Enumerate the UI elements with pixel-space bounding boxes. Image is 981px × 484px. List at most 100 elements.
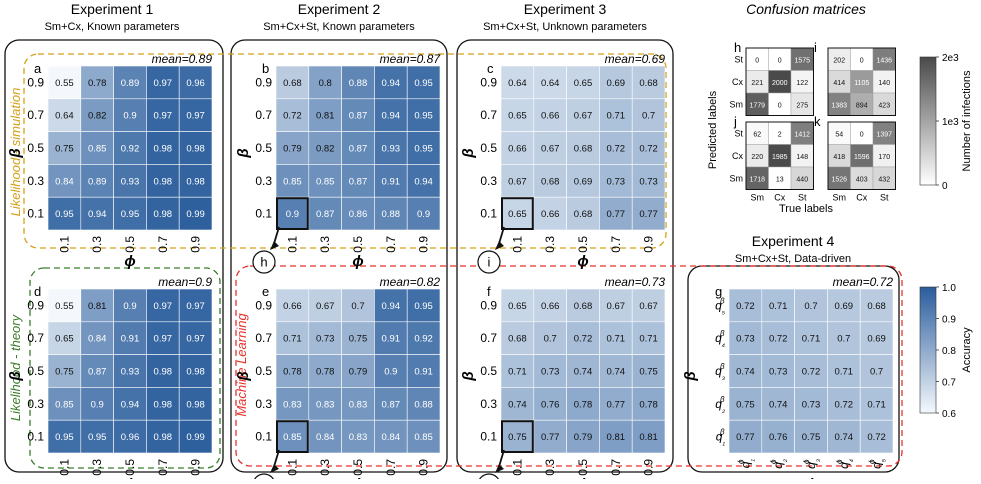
heat-cell-label: 0.77 [736, 432, 755, 443]
heat-cell-label: 0.64 [508, 78, 527, 89]
confusion-cell-label: 1718 [749, 176, 765, 183]
heat-cell-label: 0.73 [639, 176, 658, 187]
exp1-subtitle: Sm+Cx, Known parameters [45, 21, 180, 33]
heat-cell [113, 354, 147, 388]
y-tick-sup: β [719, 395, 725, 404]
heat-cell [374, 288, 408, 323]
confusion-row-label: Cx [732, 151, 743, 161]
heat-cell [631, 419, 666, 454]
panel-letter-h: h [734, 40, 741, 55]
mean-label-a: mean=0.89 [152, 52, 213, 66]
heat-cell-label: 0.69 [835, 301, 854, 312]
confusion-frame [827, 47, 896, 116]
heat-cell [859, 419, 894, 454]
heat-cell [47, 321, 82, 355]
heat-cell-label: 0.8 [319, 78, 332, 89]
heat-cell-label: 0.85 [55, 399, 74, 410]
confusion-cell-label: 0 [755, 57, 759, 64]
x-tick-label: 0.9 [417, 459, 431, 476]
confusion-frame [745, 47, 814, 116]
confusion-col-label: St [880, 193, 889, 203]
confusion-cell-label: 140 [878, 80, 890, 87]
exp3-title: Experiment 3 [524, 1, 607, 17]
x-tick-sup: ϕ [769, 459, 778, 464]
callout-arrowhead [495, 241, 504, 250]
heat-cell-label: 0.91 [414, 367, 433, 378]
confusion-cell-label: 1105 [854, 80, 869, 87]
y-tick-label: 0.7 [480, 331, 497, 345]
confusion-cell-label: 440 [796, 176, 808, 183]
heat-cell [859, 354, 894, 388]
highlight-cell [501, 197, 534, 230]
heat-cell [308, 98, 342, 132]
x-tick-sup: ϕ [868, 459, 877, 464]
colorbar-accuracy-ticks: 1.0 0.9 0.8 0.7 0.6 [936, 283, 956, 420]
heat-cell [631, 196, 666, 231]
heat-cell [308, 65, 342, 100]
heat-cell [275, 387, 310, 421]
heat-cell [500, 65, 535, 100]
heat-cell-label: 0.65 [508, 209, 527, 220]
heat-cell-label: 0.88 [414, 399, 433, 410]
heat-cell [631, 98, 666, 132]
heat-cell [308, 131, 342, 165]
heat-cell-label: 0.94 [414, 176, 433, 187]
heat-cell [341, 387, 375, 421]
heat-cell-label: 0.87 [382, 399, 401, 410]
heat-cell [275, 288, 310, 323]
heat-cell [47, 131, 82, 165]
heat-cell-label: 0.97 [186, 334, 205, 345]
heat-cell [146, 288, 180, 323]
y-tick-sub: ₄ [722, 339, 725, 348]
heat-cell [341, 98, 375, 132]
heat-cell-label: 0.94 [88, 209, 107, 220]
heat-cell-label: 0.9 [123, 301, 136, 312]
confusion-cell-label: 0 [778, 102, 782, 109]
heat-cell-label: 0.99 [186, 432, 205, 443]
x-tick-label: 0.1 [285, 236, 299, 253]
callout-letter: h [260, 255, 267, 270]
colorbar-infections [919, 56, 937, 186]
heat-cell-label: 0.65 [508, 111, 527, 122]
confusion-frame [827, 121, 896, 190]
x-tick-label: 0.9 [642, 236, 656, 253]
heat-cell-label: 0.94 [382, 78, 401, 89]
heat-cell-label: 0.83 [349, 432, 368, 443]
heat-cell-label: 0.95 [414, 144, 433, 155]
confusion-title: Confusion matrices [746, 1, 866, 17]
heat-cell-label: 0.9 [91, 399, 104, 410]
heat-cell-label: 0.94 [382, 301, 401, 312]
heat-cell [178, 98, 213, 132]
exp3-subtitle: Sm+Cx+St, Unknown parameters [483, 21, 647, 33]
heat-cell-label: 0.83 [283, 399, 302, 410]
heat-cell [341, 354, 375, 388]
heat-cell [374, 354, 408, 388]
heat-cell-label: 0.79 [349, 367, 368, 378]
heat-cell-label: 0.71 [639, 334, 658, 345]
y-axis-label-b: β [235, 148, 252, 158]
simulation-group-box [23, 53, 667, 249]
heat-cell [308, 321, 342, 355]
heat-cell-label: 0.98 [154, 209, 173, 220]
y-tick-label: 0.5 [27, 364, 44, 378]
heat-cell-label: 0.81 [639, 432, 658, 443]
y-tick-label: 0.5 [255, 364, 272, 378]
heat-cell-label: 0.89 [88, 176, 107, 187]
confusion-cell-label: 1397 [876, 131, 892, 138]
heat-cell-label: 0.84 [55, 176, 74, 187]
heat-cell-label: 0.74 [607, 367, 626, 378]
heat-cell-label: 0.77 [639, 209, 658, 220]
confusion-cell-label: 54 [835, 131, 843, 138]
mean-label-f: mean=0.73 [605, 275, 666, 289]
heat-cell-label: 0.78 [639, 399, 658, 410]
confusion-ylabel: Predicted labels [707, 90, 719, 169]
heat-cell [599, 196, 633, 231]
highlight-cell [501, 420, 534, 454]
callout-arrowhead [495, 464, 504, 473]
heat-cell [374, 196, 408, 231]
x-tick-base: q [771, 462, 785, 469]
heat-cell [794, 288, 828, 323]
heat-cell [80, 131, 114, 165]
confusion-cell-label: 221 [751, 80, 763, 87]
heat-cell [47, 419, 82, 454]
